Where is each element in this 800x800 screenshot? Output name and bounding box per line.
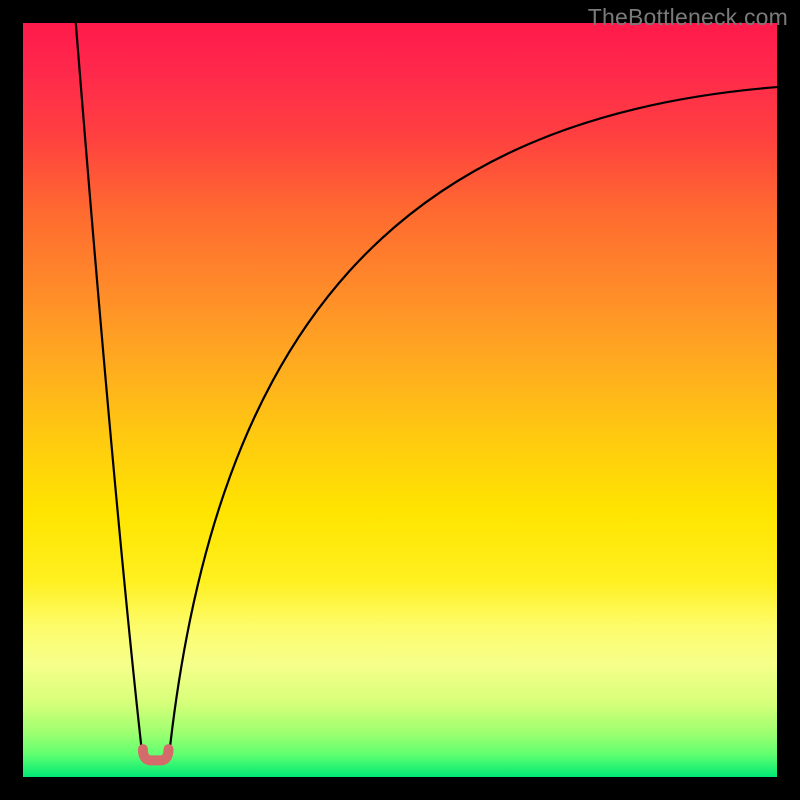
plot-background bbox=[23, 23, 777, 777]
chart-container: TheBottleneck.com bbox=[0, 0, 800, 800]
chart-svg bbox=[0, 0, 800, 800]
watermark-text: TheBottleneck.com bbox=[588, 4, 788, 31]
